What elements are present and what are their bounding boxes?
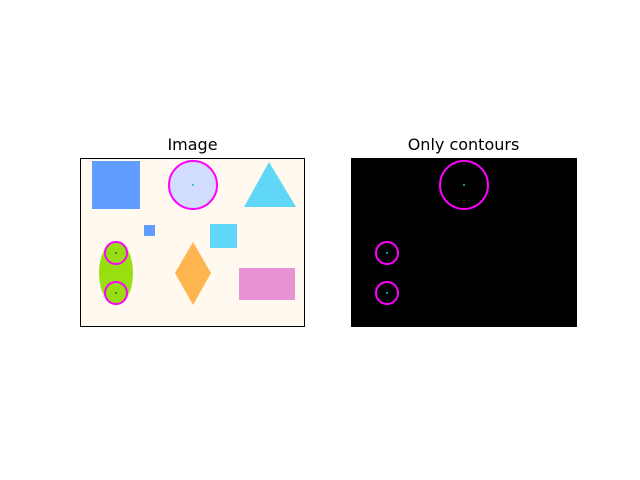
contour-only-circle-upper (375, 241, 399, 265)
contour-circle-large (168, 160, 218, 210)
contour-center-large (192, 184, 194, 186)
contour-only-center-upper (386, 252, 388, 254)
orange-diamond (175, 242, 211, 305)
contours-panel (351, 158, 577, 327)
pink-rectangle (239, 268, 295, 300)
blue-square (92, 161, 140, 209)
contour-only-circle-lower (375, 281, 399, 305)
panel-title-image: Image (167, 135, 217, 154)
small-blue-square (144, 225, 155, 236)
cyan-triangle (244, 162, 296, 207)
green-ellipse (99, 241, 133, 305)
contour-center-upper (115, 252, 117, 254)
contour-circle-lower (104, 281, 128, 305)
panel-title-contours: Only contours (408, 135, 520, 154)
contour-circle-upper (104, 241, 128, 265)
contour-center-lower (115, 292, 117, 294)
contour-only-center-large (463, 184, 465, 186)
image-panel (80, 158, 305, 327)
contour-only-circle-large (439, 160, 489, 210)
cyan-square (210, 224, 237, 248)
contour-only-center-lower (386, 292, 388, 294)
